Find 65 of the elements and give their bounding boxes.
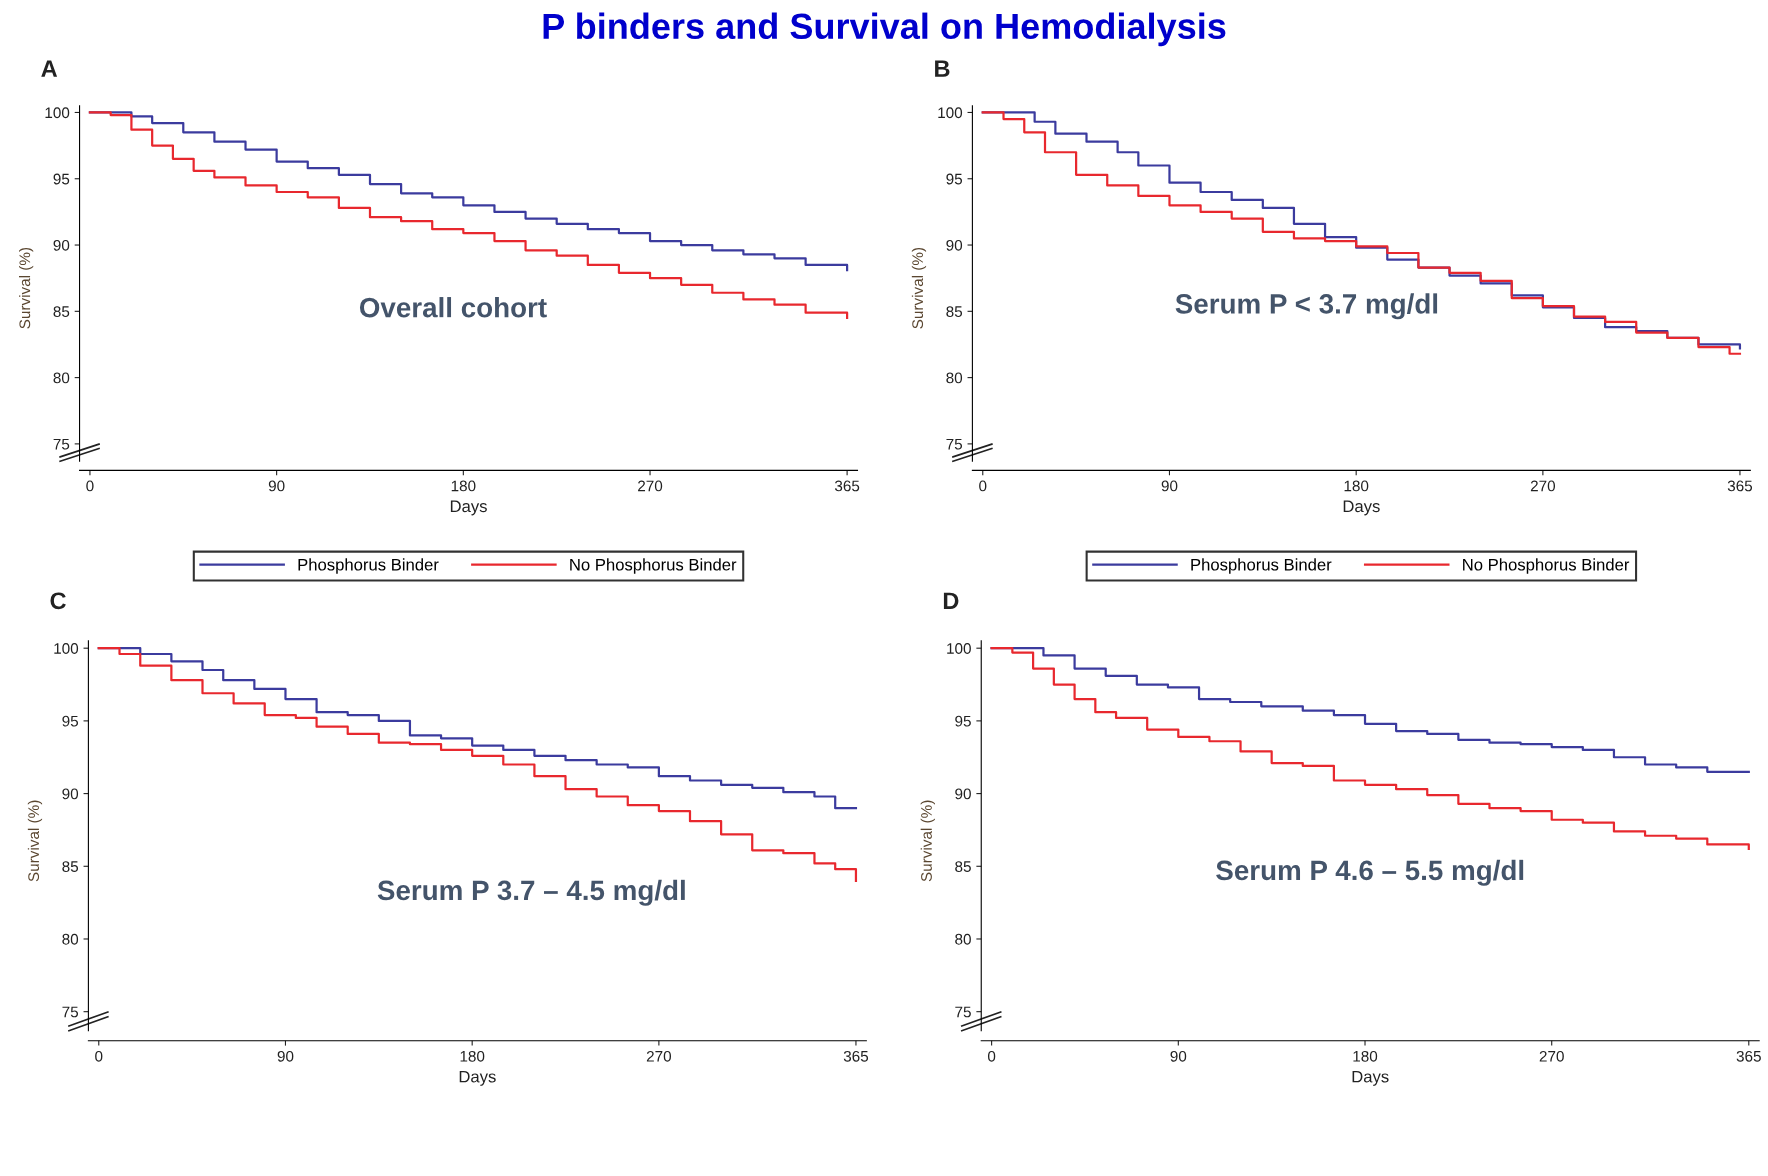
x-tick-label: 270 — [638, 480, 663, 492]
x-tick-label: 0 — [86, 480, 94, 492]
legend-label: No Phosphorus Binder — [1463, 558, 1630, 574]
x-tick-label: 0 — [987, 1050, 996, 1062]
x-tick-label: 365 — [834, 480, 860, 492]
x-tick-label: 0 — [979, 480, 987, 492]
x-tick-label: 90 — [1161, 480, 1178, 492]
legend-label: Phosphorus Binder — [298, 558, 439, 574]
y-tick-label: 95 — [955, 715, 971, 727]
y-axis-title: Survival (%) — [920, 800, 935, 882]
legend-label: No Phosphorus Binder — [570, 558, 737, 574]
x-tick-label: 180 — [1353, 1050, 1378, 1062]
y-tick-label: 80 — [62, 933, 79, 945]
y-tick-label: 90 — [946, 239, 963, 251]
annotation: Overall cohort — [359, 297, 547, 318]
x-tick-label: 180 — [1344, 480, 1369, 492]
x-tick-label: 270 — [646, 1050, 672, 1062]
y-tick-label: 100 — [45, 107, 70, 119]
x-tick-label: 180 — [460, 1050, 485, 1062]
y-tick-label: 85 — [53, 306, 70, 318]
y-tick-label: 85 — [946, 306, 963, 318]
annotation: Serum P 3.7 – 4.5 mg/dl — [377, 879, 685, 906]
y-tick-label: 100 — [54, 643, 79, 654]
x-tick-label: 365 — [843, 1050, 869, 1062]
x-axis-title: Days — [450, 500, 487, 516]
annotation: Serum P 4.6 – 5.5 mg/dl — [1216, 859, 1524, 886]
x-tick-label: 365 — [1736, 1050, 1761, 1062]
y-tick-label: 90 — [955, 788, 971, 800]
x-tick-label: 180 — [451, 480, 476, 492]
y-tick-label: 100 — [947, 643, 971, 654]
text: P binders and Survival on Hemodialysis — [543, 12, 1226, 47]
y-tick-label: 75 — [62, 1006, 79, 1018]
y-tick-label: 90 — [62, 788, 79, 800]
chart-title: B — [935, 60, 950, 77]
chart-title: A — [41, 60, 58, 77]
y-axis-title: Survival (%) — [911, 247, 927, 329]
x-tick-label: 270 — [1539, 1050, 1564, 1062]
x-tick-label: 90 — [268, 480, 285, 492]
y-tick-label: 95 — [62, 715, 79, 727]
y-tick-label: 85 — [955, 861, 971, 872]
x-axis-title: Days — [1343, 500, 1380, 516]
x-tick-label: 90 — [277, 1050, 294, 1062]
y-axis-title: Survival (%) — [19, 247, 34, 329]
y-tick-label: 95 — [53, 173, 70, 185]
legend-label: Phosphorus Binder — [1191, 558, 1332, 574]
annotation: Serum P < 3.7 mg/dl — [1175, 293, 1438, 320]
y-tick-label: 80 — [946, 372, 963, 384]
y-axis-title: Survival (%) — [27, 800, 43, 882]
x-tick-label: 90 — [1170, 1050, 1187, 1062]
y-tick-label: 85 — [62, 861, 79, 872]
chart-title: C — [50, 592, 66, 610]
y-tick-label: 90 — [53, 239, 70, 251]
chart-title: D — [943, 592, 959, 609]
x-tick-label: 270 — [1530, 480, 1556, 492]
y-tick-label: 75 — [946, 438, 963, 450]
y-tick-label: 80 — [955, 933, 971, 945]
x-axis-title: Days — [1352, 1070, 1389, 1086]
y-tick-label: 95 — [946, 173, 963, 185]
x-axis-title: Days — [459, 1070, 496, 1086]
x-tick-label: 0 — [95, 1050, 103, 1062]
x-tick-label: 365 — [1727, 480, 1753, 492]
y-tick-label: 75 — [955, 1006, 971, 1018]
y-tick-label: 80 — [53, 372, 70, 384]
y-tick-label: 75 — [53, 438, 70, 450]
y-tick-label: 100 — [938, 107, 963, 119]
